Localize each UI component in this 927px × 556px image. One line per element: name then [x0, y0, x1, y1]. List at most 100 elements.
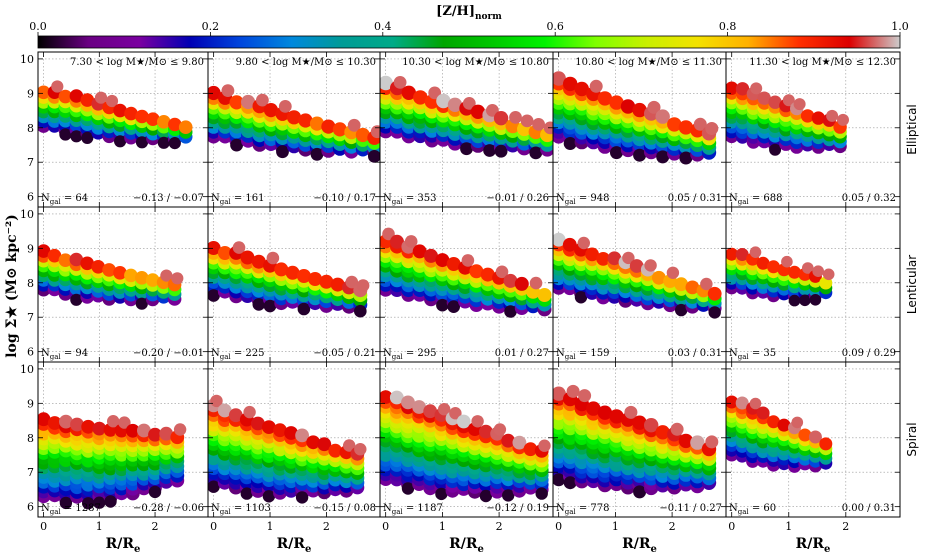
- hexbin-points: [208, 394, 367, 504]
- hexbin-point: [798, 428, 812, 442]
- mass-bin-label: 10.80 < log M★/M⊙ ≤ 11.30: [575, 57, 722, 68]
- hexbin-point: [577, 236, 590, 250]
- hexbin-point: [113, 103, 127, 118]
- hexbin-points: [553, 232, 722, 319]
- hexbin-points: [380, 75, 553, 160]
- panel-0-0: 6 7 8 9 10 7.30 < log M★/M⊙ ≤ 9.80 Ngal = 64 −0…: [20, 51, 209, 208]
- hexbin-point: [781, 255, 793, 268]
- hexbin-point: [297, 302, 311, 316]
- y-tick-label: 7: [27, 466, 34, 479]
- hexbin-point: [47, 416, 62, 430]
- hexbin-point: [262, 420, 276, 434]
- hexbin-point: [229, 95, 244, 110]
- x-tick-label: 0: [382, 520, 389, 533]
- hexbin-point: [59, 496, 73, 510]
- y-tick-label: 6: [27, 191, 34, 204]
- hexbin-point: [566, 384, 580, 398]
- hexbin-point: [70, 293, 83, 306]
- hexbin-point: [700, 277, 713, 291]
- hexbin-point: [345, 275, 359, 289]
- hexbin-point: [693, 117, 707, 131]
- hexbin-point: [82, 497, 95, 510]
- hexbin-point: [70, 130, 83, 143]
- hexbin-point: [81, 419, 96, 434]
- hexbin-point: [461, 254, 475, 267]
- x-tick-label: 2: [152, 520, 159, 533]
- hexbin-point: [756, 256, 770, 270]
- hexbin-point: [535, 487, 548, 500]
- ngal-label: Ngal = 159: [556, 348, 609, 361]
- hexbin-point: [607, 251, 622, 266]
- hexbin-points: [726, 395, 833, 473]
- hexbin-point: [168, 137, 181, 150]
- x-tick-label: 1: [96, 520, 103, 533]
- y-tick-label: 7: [27, 311, 34, 324]
- x-tick-label: 0: [555, 520, 562, 533]
- panel-1-0: 6 7 8 9 10 Ngal = 94 −0.20 / −0.01: [20, 206, 209, 363]
- hexbin-point: [735, 248, 749, 261]
- hexbin-point: [674, 277, 689, 292]
- hexbin-point: [217, 403, 232, 418]
- hexbin-point: [767, 415, 780, 429]
- hexbin-point: [586, 401, 601, 416]
- hexbin-point: [633, 485, 647, 499]
- hexbin-point: [262, 490, 276, 503]
- hexbin-point: [38, 85, 51, 100]
- hexbin-point: [310, 147, 324, 161]
- hexbin-point: [135, 271, 149, 285]
- hexbin-point: [328, 443, 343, 458]
- hexbin-point: [435, 487, 448, 501]
- hexbin-point: [295, 491, 309, 504]
- hexbin-point: [493, 423, 507, 436]
- hexbin-point: [251, 254, 266, 269]
- hexbin-point: [578, 389, 592, 403]
- hexbin-point: [380, 390, 393, 404]
- hexbin-point: [159, 426, 174, 441]
- hexbin-point: [38, 412, 51, 427]
- hexbin-point: [802, 262, 814, 274]
- hexbin-point: [553, 71, 566, 86]
- hexbin-point: [809, 294, 822, 306]
- hexbin-point: [678, 433, 694, 449]
- hexbin-point: [298, 113, 313, 128]
- ngal-label: Ngal = 295: [383, 348, 436, 361]
- hexbin-points: [38, 244, 184, 310]
- hexbin-point: [462, 97, 476, 110]
- hexbin-point: [622, 251, 635, 265]
- hexbin-point: [479, 489, 493, 503]
- hexbin-point: [58, 253, 73, 267]
- hexbin-point: [354, 304, 367, 318]
- hexbin-point: [502, 489, 515, 502]
- hexbin-point: [632, 415, 647, 430]
- hexbin-point: [404, 235, 418, 248]
- panel-2-3: 0 1 2 Ngal = 778 −0.11 / 0.27: [552, 361, 727, 533]
- mass-bin-label: 10.30 < log M★/M⊙ ≤ 10.80: [402, 57, 549, 68]
- gradient-values: −0.28 / −0.06: [133, 503, 204, 514]
- gradient-values: 0.01 / 0.27: [495, 348, 549, 359]
- hexbin-point: [148, 427, 162, 442]
- x-axis-title: R/Re: [106, 536, 141, 555]
- hexbin-points: [38, 80, 193, 150]
- hexbin-point: [705, 122, 719, 135]
- y-tick-label: 9: [27, 397, 34, 410]
- ngal-label: Ngal = 1187: [383, 503, 443, 516]
- mass-bin-label: 9.80 < log M★/M⊙ ≤ 10.30: [236, 57, 376, 68]
- hexbin-point: [230, 138, 244, 152]
- hexbin-point: [208, 241, 221, 255]
- hexbin-point: [58, 89, 73, 104]
- hexbin-point: [124, 268, 138, 283]
- panel-1-1: Ngal = 225 −0.05 / 0.21: [207, 206, 381, 363]
- x-tick-label: 1: [785, 520, 792, 533]
- hexbin-point: [562, 237, 577, 252]
- hexbin-point: [610, 146, 623, 160]
- hexbin-point: [232, 241, 246, 254]
- hexbin-point: [749, 246, 762, 258]
- hexbin-point: [529, 276, 543, 290]
- hexbin-point: [495, 265, 509, 279]
- hexbin-point: [69, 252, 84, 267]
- hexbin-point: [148, 485, 162, 499]
- hexbin-point: [113, 266, 127, 280]
- hexbin-point: [460, 142, 473, 156]
- hexbin-points: [726, 81, 849, 156]
